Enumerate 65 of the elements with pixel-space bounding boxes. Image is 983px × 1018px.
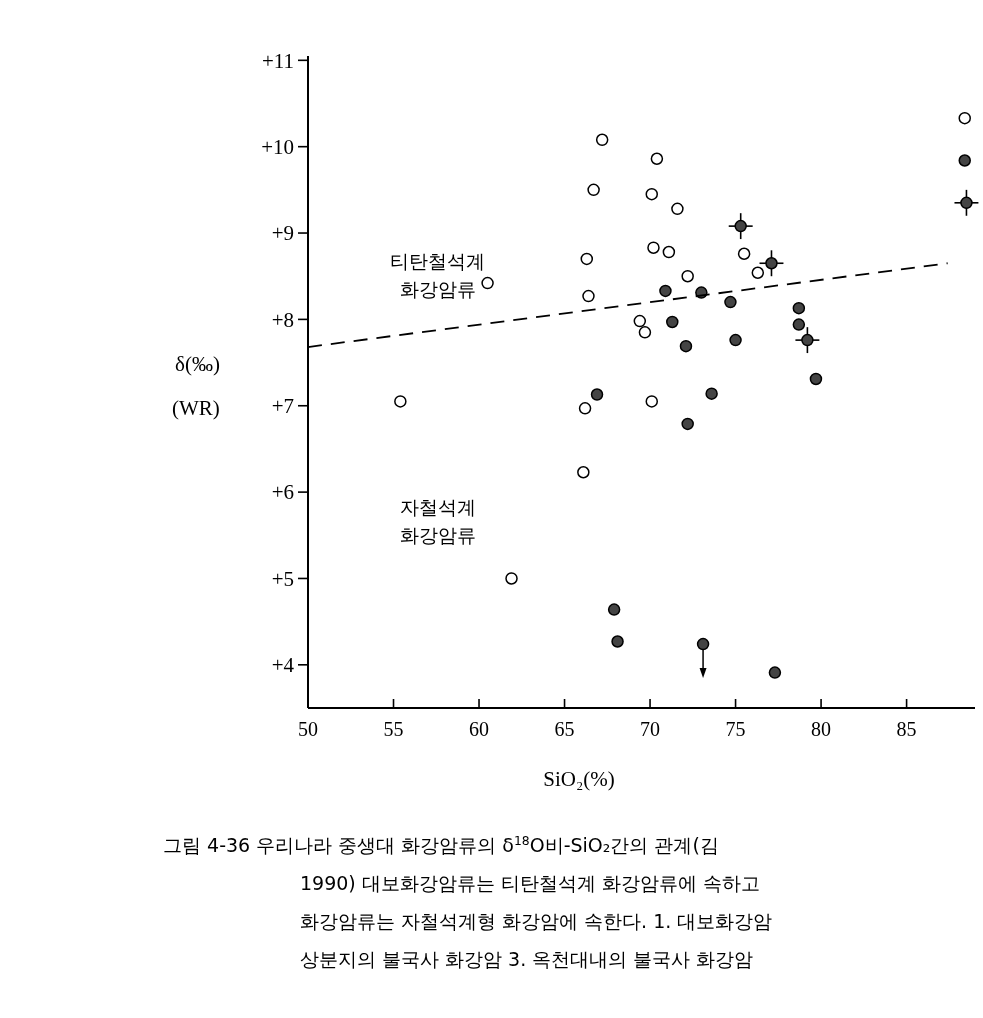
point [662, 245, 676, 259]
point [666, 315, 679, 329]
point [705, 387, 718, 400]
point [633, 314, 647, 328]
point [734, 219, 747, 233]
point [647, 241, 660, 254]
point [724, 295, 737, 309]
point [650, 152, 664, 166]
y-axis-title: δ(‰) (WR) [172, 352, 220, 421]
text: 1990) 대보화강암류는 티탄철석계 화강암류에 속하고 [300, 872, 760, 894]
x-tick-label: 85 [896, 718, 917, 740]
point [801, 333, 814, 347]
point [751, 266, 765, 280]
point [582, 289, 595, 303]
x-axis-title: SiO₂(%) [543, 767, 615, 791]
x-tick-label: 75 [725, 718, 746, 740]
point [737, 247, 751, 261]
point [645, 187, 659, 201]
point [696, 637, 710, 651]
point [595, 133, 609, 147]
y-tick-label: +11 [261, 48, 294, 73]
y-tick-label: +10 [261, 135, 294, 160]
text: 화강암류는 자철석계형 화강암에 속한다. 1. 대보화강암 [300, 910, 773, 932]
x-tick-label: 80 [811, 718, 832, 740]
annotation: 티탄철석계 화강암류 [390, 249, 486, 300]
point [768, 666, 782, 679]
point [679, 339, 693, 353]
x-tick-label: 55 [383, 718, 404, 740]
x-tick-label: 50 [298, 718, 318, 740]
point [578, 402, 592, 415]
x-tick-label: 65 [554, 718, 575, 740]
point [681, 417, 694, 431]
point [792, 301, 806, 315]
point [645, 395, 659, 408]
point [792, 318, 806, 331]
point [580, 252, 594, 266]
y-tick-label: +8 [271, 307, 294, 332]
y-tick-label: +6 [271, 480, 294, 505]
point [958, 111, 971, 125]
y-tick-label: +5 [271, 566, 294, 591]
point [960, 196, 973, 210]
point [638, 326, 652, 339]
point [577, 465, 590, 479]
point [729, 333, 742, 347]
point [590, 388, 604, 401]
point [765, 257, 778, 270]
point [681, 269, 694, 283]
y-tick-label: +7 [271, 394, 294, 419]
point [607, 603, 621, 616]
point [587, 183, 600, 197]
y-tick-label: +9 [271, 221, 294, 246]
x-tick-label: 70 [640, 718, 661, 740]
point [671, 202, 684, 216]
point [659, 284, 672, 298]
point [611, 635, 624, 648]
point [394, 395, 407, 408]
point [958, 154, 971, 167]
y-tick-label: +4 [271, 653, 295, 678]
caption: 그림 4-36 우리나라 중생대 화강암류의 δ$^{18}$O비-SiO₂간의 관계(김 [163, 834, 719, 856]
x-tick-label: 60 [469, 718, 490, 740]
point [505, 572, 518, 585]
annotation: 자철석계 화강암류 [399, 495, 476, 546]
text: 상분지의 불국사 화강암 3. 옥천대내의 불국사 화강암 [300, 948, 754, 970]
point [481, 276, 494, 290]
point [809, 372, 823, 386]
